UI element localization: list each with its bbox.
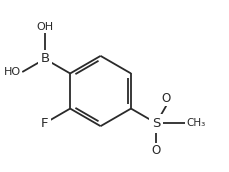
Text: S: S	[151, 117, 160, 130]
Text: O: O	[151, 144, 160, 157]
Text: OH: OH	[36, 22, 53, 32]
Text: HO: HO	[4, 67, 21, 77]
Text: O: O	[161, 92, 170, 105]
Text: B: B	[40, 52, 49, 65]
Text: F: F	[41, 117, 49, 130]
Text: CH₃: CH₃	[185, 118, 204, 128]
